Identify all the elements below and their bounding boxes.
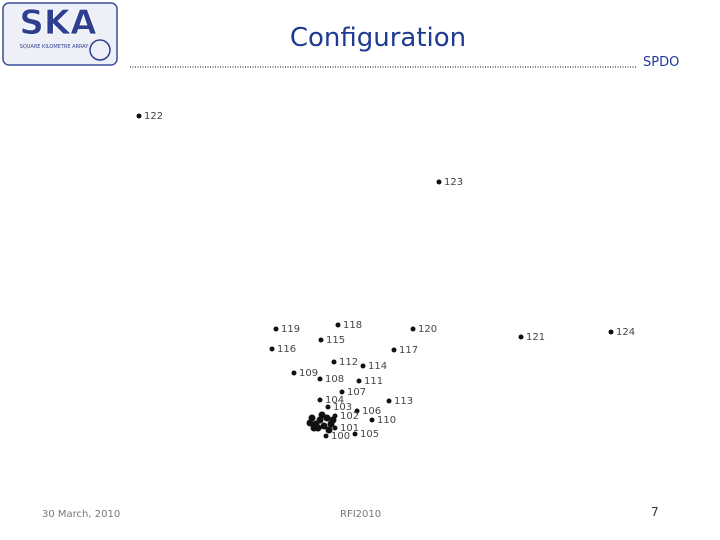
station-label: 105 [360,429,379,440]
station-dot [339,389,345,395]
station-dot [352,431,358,437]
footer-date: 30 March, 2010 [42,509,120,520]
station-label: 116 [277,344,296,355]
core-dot [306,419,314,427]
station-dot [369,417,375,423]
station-label: 100 [331,431,350,442]
station-dot [325,404,331,410]
station-dot [317,397,323,403]
station-label: 108 [325,374,344,385]
page-number: 7 [651,505,659,519]
station-dot [391,347,397,353]
station-dot [332,413,338,419]
core-dot [320,422,328,430]
station-dot [323,433,329,439]
station-label: 113 [394,396,413,407]
station-label: 101 [340,423,359,434]
station-label: 114 [368,361,387,372]
core-dot [318,411,326,419]
core-dot [325,426,333,434]
station-label: 115 [326,335,345,346]
station-dot [335,322,341,328]
station-label: 120 [418,324,437,335]
station-label: 111 [364,376,383,387]
slide-title: Configuration [290,23,466,53]
org-label: SPDO [643,55,679,70]
station-label: 104 [325,395,344,406]
station-label: 117 [399,345,418,356]
station-dot [273,326,279,332]
station-dot [269,346,275,352]
logo: SKA SQUARE KILOMETRE ARRAY [2,2,118,66]
station-label: 106 [362,406,381,417]
station-dot [291,370,297,376]
station-label: 122 [144,111,163,122]
footer-event: RFI2010 [340,509,381,520]
logo-globe [89,39,111,61]
station-dot [436,179,442,185]
configuration-plot: 122 123 119 118 120 121 124 116 115 117 112 114 109 1… [136,111,635,442]
station-label: 118 [343,320,362,331]
logo-subtitle: SQUARE KILOMETRE ARRAY [20,44,90,50]
station-label: 109 [299,368,318,379]
station-dot [360,363,366,369]
logo-text: SKA [19,3,97,43]
station-dot [518,334,524,340]
station-dot [318,337,324,343]
station-label: 119 [281,324,300,335]
station-dot [354,408,360,414]
station-label: 102 [340,411,359,422]
station-label: 123 [444,177,463,188]
logo-frame [2,2,118,66]
station-dot [608,329,614,335]
station-dot [410,326,416,332]
core-dot [310,424,318,432]
station-dot [332,425,338,431]
station-dot [317,376,323,382]
station-label: 110 [377,415,396,426]
station-dot [356,378,362,384]
station-dot [331,359,337,365]
station-label: 103 [333,402,352,413]
station-label: 107 [347,387,366,398]
station-dot [386,398,392,404]
station-dot [136,113,142,119]
station-label: 112 [339,357,358,368]
station-label: 121 [526,332,545,343]
station-label: 124 [616,327,635,338]
